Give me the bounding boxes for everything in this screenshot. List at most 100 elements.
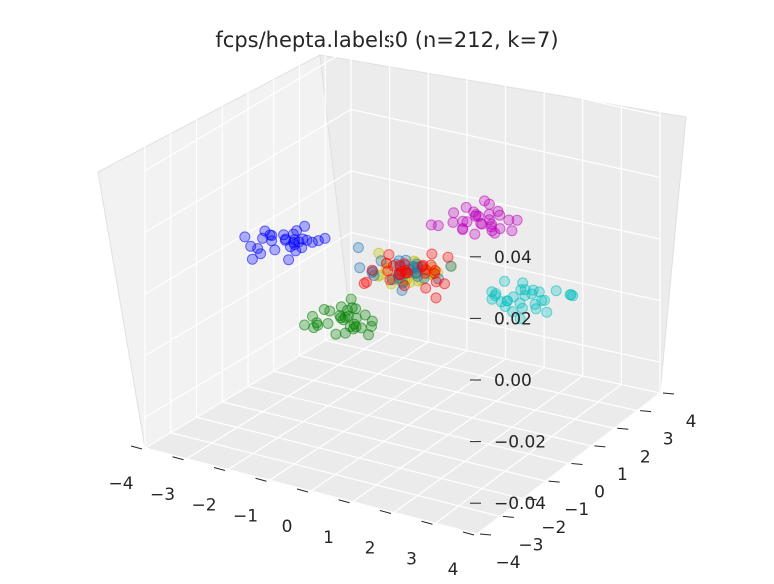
- data-point: [307, 310, 318, 322]
- data-point: [334, 310, 346, 321]
- data-point: [255, 248, 267, 260]
- floor-gridline-y: [247, 385, 569, 465]
- data-point: [352, 242, 364, 254]
- data-point: [330, 328, 342, 340]
- data-point: [469, 210, 481, 222]
- y-tick-label: 2: [640, 447, 651, 467]
- data-points: [239, 195, 579, 341]
- data-point: [429, 265, 441, 276]
- data-point: [269, 244, 281, 256]
- data-point: [359, 309, 371, 321]
- data-point: [354, 262, 366, 274]
- x-tick-label: −3: [150, 485, 175, 505]
- data-point: [506, 306, 518, 318]
- x-tick-label: −1: [233, 506, 258, 526]
- x-tick-label: −4: [108, 474, 133, 494]
- data-point: [306, 236, 318, 248]
- back-right-gridline-z: [350, 232, 661, 302]
- y-tick-mark: [617, 427, 629, 430]
- data-point: [308, 322, 320, 334]
- y-tick-mark: [548, 480, 560, 483]
- y-tick-mark: [594, 445, 606, 448]
- data-point: [514, 297, 526, 309]
- data-point: [289, 234, 301, 246]
- y-tick-mark: [571, 463, 583, 465]
- y-tick-mark: [502, 515, 514, 518]
- axes-panes: [97, 54, 687, 535]
- axes-grid: [144, 17, 661, 535]
- data-point: [507, 291, 519, 303]
- data-point: [322, 318, 334, 329]
- data-point: [469, 228, 481, 240]
- floor-gridline-y: [196, 416, 523, 500]
- data-point: [517, 277, 529, 289]
- data-point: [358, 278, 370, 289]
- data-point: [514, 313, 526, 325]
- data-point: [375, 255, 387, 267]
- data-point: [499, 275, 510, 287]
- data-point: [539, 294, 550, 306]
- x-tick-mark: [255, 477, 267, 482]
- y-tick-label: 1: [617, 465, 628, 485]
- data-point: [299, 220, 311, 232]
- data-point: [430, 276, 442, 288]
- z-tick-label: −0.02: [494, 433, 546, 453]
- y-tick-label: 4: [686, 412, 697, 432]
- data-point: [460, 201, 472, 213]
- data-point: [550, 285, 562, 297]
- y-tick-label: 3: [663, 430, 674, 450]
- data-point: [312, 235, 324, 247]
- data-point: [278, 229, 290, 241]
- data-point: [246, 253, 258, 265]
- floor-gridline-y: [325, 339, 638, 412]
- data-point: [503, 214, 515, 226]
- data-point: [383, 249, 395, 261]
- y-tick-mark: [525, 498, 537, 501]
- x-tick-label: 4: [448, 560, 459, 580]
- data-point: [426, 248, 438, 260]
- data-point: [266, 235, 278, 247]
- data-point: [442, 251, 454, 263]
- back-left-gridline-z: [144, 47, 352, 172]
- x-tick-label: −2: [191, 496, 216, 516]
- data-point: [501, 295, 513, 307]
- chart-title: fcps/hepta.labels0 (n=212, k=7): [215, 28, 558, 52]
- y-tick-mark: [662, 392, 675, 395]
- y-tick-label: −3: [518, 535, 543, 555]
- data-point: [457, 224, 469, 236]
- data-point: [402, 267, 414, 279]
- data-point: [299, 319, 310, 331]
- data-point: [387, 260, 399, 272]
- data-point: [530, 303, 542, 315]
- data-point: [492, 205, 504, 217]
- data-point: [366, 315, 378, 327]
- x-tick-mark: [379, 510, 392, 514]
- floor-gridline-y: [299, 355, 615, 429]
- x-tick-mark: [296, 488, 309, 493]
- y-tick-label: 0: [594, 483, 605, 503]
- data-point: [283, 254, 295, 266]
- data-point: [494, 223, 506, 235]
- data-point: [416, 260, 428, 272]
- data-point: [536, 295, 548, 306]
- back-right-gridline-z: [350, 47, 661, 117]
- x-tick-label: 1: [323, 528, 334, 548]
- data-point: [335, 301, 347, 313]
- data-point: [324, 305, 336, 317]
- z-tick-label: 0.00: [494, 371, 532, 391]
- data-point: [420, 282, 432, 294]
- data-point: [527, 284, 539, 296]
- y-tick-mark: [479, 533, 492, 536]
- data-point: [259, 225, 271, 237]
- x-tick-label: 3: [406, 549, 417, 569]
- back-right-gridline-z: [350, 293, 661, 363]
- data-point: [239, 231, 251, 243]
- data-point: [432, 220, 444, 232]
- x-tick-mark: [130, 445, 143, 450]
- data-point: [430, 292, 442, 304]
- x-tick-mark: [213, 467, 226, 471]
- x-tick-mark: [172, 456, 184, 461]
- data-point: [519, 290, 531, 301]
- back-left-gridline-z: [144, 293, 352, 418]
